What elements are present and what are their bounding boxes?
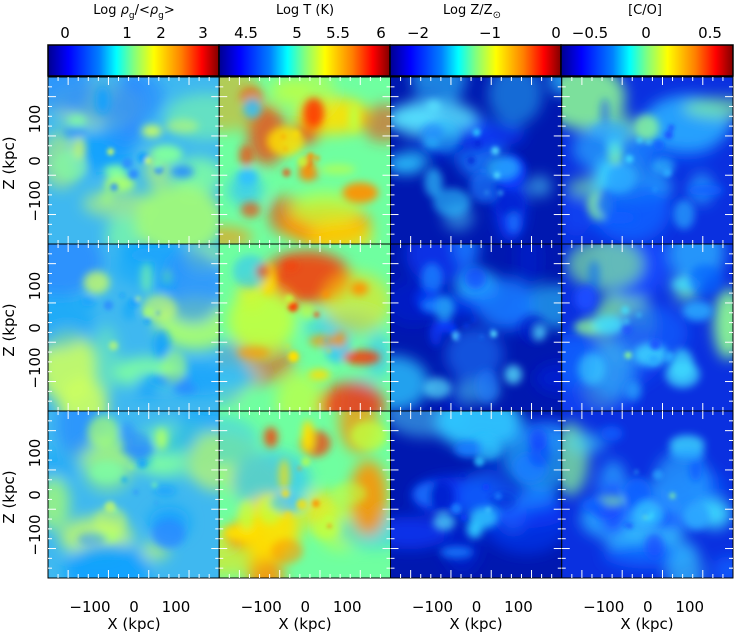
y-tick-label: 0	[26, 156, 44, 166]
colorbar-carbon-oxygen	[560, 44, 734, 77]
title-carbon-oxygen: [C/O]	[628, 3, 662, 18]
map-panel-metallicity-row1	[390, 76, 563, 245]
x-tick-label: 100	[504, 598, 533, 616]
cb2-tick-3: 6	[376, 24, 386, 42]
y-tick-label: 0	[26, 490, 44, 500]
map-panel-carbon-oxygen-row3	[561, 410, 734, 579]
map-panel-metallicity-row3	[390, 410, 563, 579]
xlabel-col2: X (kpc)	[278, 615, 331, 633]
ylabel-row1: Z (kpc)	[0, 136, 18, 189]
map-panel-temperature-row1	[218, 76, 391, 245]
y-tick-label: −100	[26, 347, 44, 388]
map-panel-temperature-row3	[218, 410, 391, 579]
y-tick-label: 100	[26, 272, 44, 301]
title-metallicity: Log Z/Z⊙	[443, 3, 501, 21]
map-panel-density-row1	[47, 76, 220, 245]
cb3-tick-1: −1	[479, 24, 501, 42]
x-tick-label: −100	[69, 598, 110, 616]
x-tick-label: 100	[675, 598, 704, 616]
cb3-tick-2: 0	[551, 24, 561, 42]
map-panel-density-row3	[47, 410, 220, 579]
x-tick-label: −100	[241, 598, 282, 616]
cb1-tick-1: 1	[122, 24, 132, 42]
ylabel-row3: Z (kpc)	[0, 470, 18, 523]
y-tick-label: −100	[26, 180, 44, 221]
cb2-tick-1: 5	[292, 24, 302, 42]
xlabel-col3: X (kpc)	[449, 615, 502, 633]
x-tick-label: 0	[472, 598, 482, 616]
map-panel-carbon-oxygen-row2	[561, 243, 734, 412]
cb1-tick-2: 2	[156, 24, 166, 42]
colorbar-labels: 0 1 2 3 4.5 5 5.5 6 −2 −1 0 −0.5 0 0.5	[60, 24, 722, 42]
cb1-tick-3: 3	[198, 24, 208, 42]
column-titles: Log ρg/<ρg> Log T (K) Log Z/Z⊙ [C/O]	[93, 3, 662, 21]
x-tick-label: 0	[129, 598, 139, 616]
map-panel-metallicity-row2	[390, 243, 563, 412]
x-tick-label: 100	[333, 598, 362, 616]
colorbars	[47, 44, 734, 77]
xlabel-col4: X (kpc)	[620, 615, 673, 633]
x-tick-label: 0	[643, 598, 653, 616]
x-tick-label: 100	[162, 598, 191, 616]
y-tick-label: 100	[26, 105, 44, 134]
cb1-tick-0: 0	[60, 24, 70, 42]
cb2-tick-0: 4.5	[234, 24, 258, 42]
y-tick-label: 100	[26, 439, 44, 468]
colorbar-temperature	[218, 44, 391, 77]
cb3-tick-0: −2	[407, 24, 429, 42]
title-density: Log ρg/<ρg>	[93, 3, 175, 21]
y-tick-label: 0	[26, 323, 44, 333]
x-tick-label: −100	[583, 598, 624, 616]
ylabel-row2: Z (kpc)	[0, 303, 18, 356]
cb2-tick-2: 5.5	[326, 24, 350, 42]
cb4-tick-1: 0	[641, 24, 651, 42]
cb4-tick-0: −0.5	[572, 24, 608, 42]
colorbar-density	[47, 44, 220, 77]
axis-labels: Z (kpc) Z (kpc) Z (kpc) X (kpc) X (kpc) …	[0, 136, 674, 633]
y-tick-labels: 100 0 −100 100 0 −100 100 0 −100	[26, 105, 44, 556]
map-panel-carbon-oxygen-row1	[561, 76, 734, 245]
xlabel-col1: X (kpc)	[107, 615, 160, 633]
colorbar-metallicity	[389, 44, 562, 77]
cb4-tick-2: 0.5	[698, 24, 722, 42]
map-panel-temperature-row2	[218, 243, 391, 412]
title-temperature: Log T (K)	[276, 3, 334, 18]
x-tick-label: −100	[412, 598, 453, 616]
x-tick-labels: −100 0 100 −100 0 100 −100 0 100 −100 0 100	[69, 598, 704, 616]
map-grid	[47, 76, 734, 579]
y-tick-label: −100	[26, 514, 44, 555]
x-tick-label: 0	[300, 598, 310, 616]
map-panel-density-row2	[47, 243, 220, 412]
